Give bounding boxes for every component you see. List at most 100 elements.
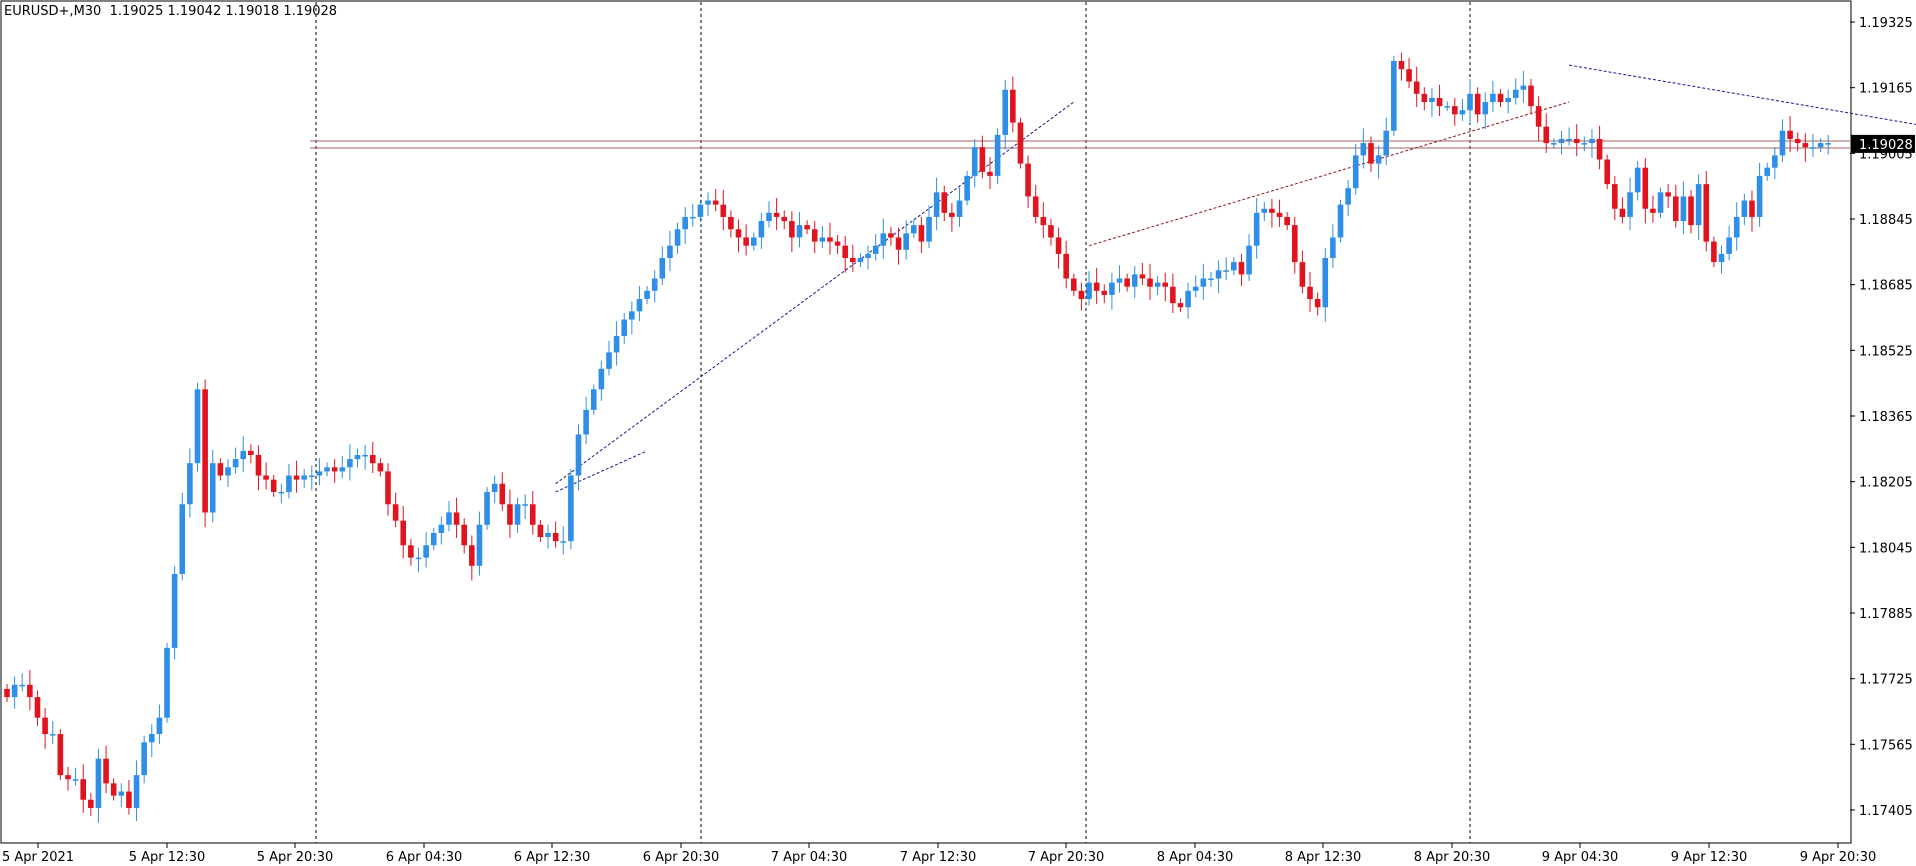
candle-body: [1192, 286, 1199, 291]
trendline: [555, 101, 1075, 485]
bear-candle: [1063, 240, 1069, 289]
candle-body: [1276, 212, 1283, 217]
candle-body: [659, 257, 666, 279]
bull-candle: [347, 444, 353, 481]
x-tick-label: 6 Apr 04:30: [386, 850, 463, 865]
candle-body: [232, 459, 239, 468]
bull-candle: [209, 450, 216, 523]
candle-body: [1672, 196, 1679, 222]
x-tick-label: 8 Apr 12:30: [1285, 850, 1362, 865]
candle-body: [1680, 196, 1687, 222]
y-tick-label: 1.18045: [1859, 541, 1913, 556]
price-badge-bg: [1851, 134, 1915, 153]
bull-candle: [697, 199, 704, 222]
bull-candle: [301, 468, 307, 488]
bear-candle: [1642, 157, 1649, 224]
bull-candle: [362, 445, 368, 470]
bear-candle: [331, 459, 338, 483]
candle-body: [408, 545, 414, 558]
candle-body: [301, 475, 307, 480]
bull-candle: [19, 673, 26, 692]
candle-body: [834, 241, 841, 246]
candle-body: [209, 463, 216, 513]
y-tick-label: 1.19165: [1859, 82, 1913, 97]
candle-body: [1071, 278, 1077, 291]
candle-body: [1101, 290, 1108, 295]
bear-candle: [804, 220, 810, 235]
candle-body: [484, 491, 490, 525]
bear-candle: [1787, 115, 1793, 153]
candle-body: [560, 541, 567, 543]
candle-body: [926, 216, 932, 242]
candle-body: [400, 520, 407, 546]
candle-body: [1109, 282, 1115, 295]
candle-body: [1086, 282, 1092, 300]
bear-candle: [217, 458, 224, 481]
candle-body: [1733, 216, 1740, 238]
candle-body: [1314, 299, 1321, 308]
bear-candle: [728, 210, 734, 238]
bull-candle: [1231, 257, 1237, 276]
bear-candle: [1093, 267, 1100, 304]
candle-body: [697, 204, 704, 217]
candle-body: [1208, 278, 1214, 281]
bull-candle: [667, 230, 673, 272]
bear-candle: [103, 745, 109, 794]
candle-body: [1665, 192, 1671, 197]
ohlc-close: 1.19028: [283, 4, 338, 19]
bear-candle: [773, 198, 780, 231]
bear-candle: [1071, 273, 1077, 296]
candle-body: [339, 467, 346, 472]
candle-body: [194, 389, 201, 464]
bull-candle: [415, 547, 422, 573]
bull-candle: [1360, 128, 1367, 169]
bull-candle: [545, 524, 551, 549]
bull-candle: [956, 187, 963, 227]
x-axis: 5 Apr 2021 5 Apr 12:30 5 Apr 20:30 6 Apr 04…: [2, 843, 1876, 865]
candle-body: [65, 775, 71, 780]
bull-candle: [1764, 162, 1771, 181]
y-tick-label: 1.18365: [1859, 410, 1913, 425]
candle-body: [156, 717, 163, 735]
candle-body: [27, 684, 33, 698]
x-tick-label: 5 Apr 12:30: [129, 850, 206, 865]
candle-body: [644, 290, 650, 300]
candle-body: [811, 229, 818, 242]
candle-body: [949, 212, 955, 217]
candle-body: [1055, 237, 1062, 254]
bear-candle: [1497, 88, 1504, 107]
candle-body: [1215, 270, 1222, 279]
bull-candle: [651, 270, 658, 303]
bull-candle: [1558, 130, 1565, 155]
candle-body: [1162, 282, 1169, 287]
bear-candle: [1284, 212, 1290, 231]
bear-candle: [1368, 136, 1374, 172]
bull-candle: [1695, 174, 1702, 240]
candle-body: [392, 504, 399, 521]
candle-body: [423, 545, 429, 558]
candle-body: [1497, 93, 1504, 103]
candle-body: [1581, 143, 1588, 145]
bull-candle: [1086, 271, 1092, 306]
candle-body: [743, 237, 749, 246]
bull-candle: [1512, 78, 1519, 105]
bull-candle: [95, 748, 102, 823]
candle-body: [720, 204, 727, 217]
x-tick-label: 9 Apr 04:30: [1542, 850, 1619, 865]
candle-body: [1116, 278, 1123, 283]
x-tick-label: 6 Apr 20:30: [643, 850, 720, 865]
bull-candle: [240, 436, 247, 473]
candle-body: [682, 216, 688, 230]
bull-candle: [1192, 275, 1199, 298]
bull-candle: [1627, 177, 1633, 231]
bull-candle: [1352, 143, 1359, 195]
candle-body: [880, 233, 887, 246]
bull-candle: [766, 201, 772, 228]
bear-candle: [1170, 273, 1176, 313]
bear-candle: [1398, 52, 1405, 81]
candle-body: [1025, 163, 1031, 197]
candle-body: [1375, 155, 1382, 164]
candle-body: [1017, 122, 1024, 164]
candle-body: [1764, 167, 1771, 176]
